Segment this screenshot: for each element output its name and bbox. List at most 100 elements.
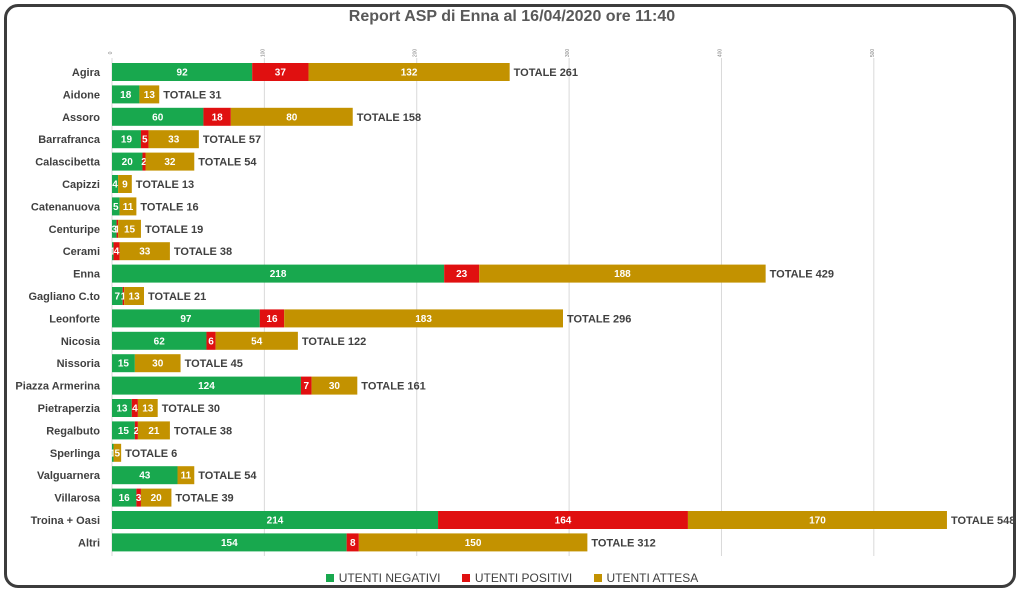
data-label-gagliano-c-to-utenti-positivi: 1 — [121, 292, 127, 303]
bar-segment-assoro-utenti-attesa — [230, 107, 353, 126]
total-label-capizzi: TOTALE 13 — [136, 179, 194, 191]
data-label-sperlinga-utenti-negativi: 1 — [110, 448, 116, 459]
data-label-piazza-armerina-utenti-negativi: 124 — [198, 381, 215, 392]
data-label-troina-oasi-utenti-negativi: 214 — [267, 516, 284, 527]
data-label-agira-utenti-negativi: 92 — [177, 68, 189, 79]
data-label-troina-oasi-utenti-positivi: 164 — [555, 516, 572, 527]
category-label-leonforte: Leonforte — [49, 313, 100, 325]
data-label-aidone-utenti-attesa: 13 — [144, 90, 156, 101]
total-label-nissoria: TOTALE 45 — [185, 358, 243, 370]
total-label-barrafranca: TOTALE 57 — [203, 134, 261, 146]
data-label-piazza-armerina-utenti-positivi: 7 — [303, 381, 309, 392]
bar-segment-catenanuova-utenti-negativi — [112, 197, 120, 216]
legend-swatch-negativi — [325, 574, 334, 582]
data-label-leonforte-utenti-attesa: 183 — [415, 314, 432, 325]
data-label-assoro-utenti-attesa: 80 — [286, 112, 298, 123]
data-label-centuripe-utenti-positivi: 1 — [115, 224, 121, 235]
category-label-capizzi: Capizzi — [62, 179, 100, 191]
bar-segment-leonforte-utenti-negativi — [112, 309, 260, 328]
data-label-valguarnera-utenti-attesa: 11 — [181, 471, 192, 482]
data-label-valguarnera-utenti-negativi: 43 — [139, 471, 151, 482]
data-label-nicosia-utenti-negativi: 62 — [154, 336, 166, 347]
category-label-centuripe: Centuripe — [49, 224, 100, 236]
category-label-enna: Enna — [73, 269, 101, 281]
bar-segment-enna-utenti-negativi — [112, 264, 445, 283]
bar-segment-nissoria-utenti-negativi — [112, 354, 135, 373]
bar-segment-barrafranca-utenti-attesa — [148, 130, 199, 149]
total-label-calascibetta: TOTALE 54 — [198, 157, 257, 169]
bar-segment-altri-utenti-positivi — [346, 533, 359, 552]
bar-segment-regalbuto-utenti-positivi — [134, 421, 138, 440]
data-label-nicosia-utenti-attesa: 54 — [251, 336, 263, 347]
bar-segment-aidone-utenti-negativi — [112, 85, 140, 104]
x-tick-label-100: 100 — [260, 49, 266, 58]
bar-segment-centuripe-utenti-negativi — [112, 219, 117, 238]
category-label-valguarnera: Valguarnera — [37, 470, 101, 482]
data-label-capizzi-utenti-negativi: 4 — [112, 180, 118, 191]
total-label-regalbuto: TOTALE 38 — [174, 425, 232, 437]
category-label-regalbuto: Regalbuto — [46, 425, 100, 437]
bar-segment-valguarnera-utenti-attesa — [177, 466, 195, 485]
total-label-altri: TOTALE 312 — [591, 537, 655, 549]
data-label-enna-utenti-attesa: 188 — [614, 269, 631, 280]
data-label-sperlinga-utenti-attesa: 5 — [115, 448, 121, 459]
total-label-cerami: TOTALE 38 — [174, 246, 232, 258]
bar-segment-villarosa-utenti-negativi — [112, 488, 137, 507]
bar-segment-catenanuova-utenti-attesa — [119, 197, 137, 216]
bar-segment-aidone-utenti-attesa — [139, 85, 160, 104]
total-label-troina-oasi: TOTALE 548 — [951, 515, 1015, 527]
bar-segment-pietraperzia-utenti-positivi — [131, 399, 138, 417]
category-label-barrafranca: Barrafranca — [38, 134, 101, 146]
legend-item-attesa: UTENTI ATTESA — [593, 571, 698, 585]
total-label-catenanuova: TOTALE 16 — [140, 201, 198, 213]
bar-segment-regalbuto-utenti-negativi — [112, 421, 135, 440]
data-label-aidone-utenti-negativi: 18 — [120, 90, 132, 101]
category-label-aidone: Aidone — [63, 89, 100, 101]
bar-segment-nissoria-utenti-attesa — [134, 354, 181, 373]
data-label-capizzi-utenti-attesa: 9 — [122, 180, 128, 191]
total-label-nicosia: TOTALE 122 — [302, 336, 366, 348]
data-label-assoro-utenti-positivi: 18 — [212, 112, 224, 123]
category-label-villarosa: Villarosa — [54, 493, 101, 505]
data-label-pietraperzia-utenti-positivi: 4 — [132, 404, 138, 415]
bar-segment-enna-utenti-attesa — [479, 264, 766, 283]
bar-segment-agira-utenti-positivi — [252, 63, 309, 81]
data-label-regalbuto-utenti-negativi: 15 — [118, 426, 130, 437]
data-label-agira-utenti-attesa: 132 — [401, 68, 418, 79]
bar-segment-capizzi-utenti-attesa — [118, 175, 132, 193]
legend-swatch-positivi — [461, 574, 470, 582]
data-label-villarosa-utenti-positivi: 3 — [136, 493, 142, 504]
data-label-gagliano-c-to-utenti-attesa: 13 — [129, 292, 141, 303]
data-label-altri-utenti-attesa: 150 — [465, 538, 482, 549]
legend-label-positivi: UTENTI POSITIVI — [474, 571, 573, 585]
total-label-enna: TOTALE 429 — [770, 269, 834, 281]
category-label-altri: Altri — [78, 537, 100, 549]
bar-segment-pietraperzia-utenti-negativi — [112, 399, 132, 417]
data-label-villarosa-utenti-attesa: 20 — [151, 493, 163, 504]
category-label-sperlinga: Sperlinga — [50, 448, 101, 460]
bar-segment-enna-utenti-positivi — [444, 264, 480, 283]
bar-segment-agira-utenti-negativi — [112, 63, 253, 81]
data-label-cerami-utenti-positivi: 4 — [114, 247, 120, 258]
data-label-barrafranca-utenti-negativi: 19 — [121, 135, 133, 146]
data-label-centuripe-utenti-negativi: 3 — [112, 224, 118, 235]
data-label-catenanuova-utenti-attesa: 11 — [123, 202, 134, 213]
total-label-aidone: TOTALE 31 — [163, 89, 221, 101]
bar-segment-nicosia-utenti-positivi — [206, 331, 216, 350]
bar-segment-nicosia-utenti-negativi — [112, 331, 207, 350]
bar-segment-troina-oasi-utenti-attesa — [687, 511, 947, 529]
total-label-pietraperzia: TOTALE 30 — [162, 403, 220, 415]
bar-segment-calascibetta-utenti-attesa — [145, 152, 195, 171]
total-label-gagliano-c-to: TOTALE 21 — [148, 291, 206, 303]
data-label-calascibetta-utenti-negativi: 20 — [122, 157, 134, 168]
bar-segment-cerami-utenti-attesa — [119, 242, 170, 261]
bar-segment-troina-oasi-utenti-negativi — [112, 511, 439, 529]
data-label-assoro-utenti-negativi: 60 — [152, 112, 164, 123]
total-label-villarosa: TOTALE 39 — [175, 493, 233, 505]
category-label-nicosia: Nicosia — [61, 336, 101, 348]
chart-title: Report ASP di Enna al 16/04/2020 ore 11:… — [348, 8, 676, 25]
bar-segment-piazza-armerina-utenti-positivi — [300, 376, 312, 395]
legend-swatch-attesa — [593, 574, 602, 582]
data-label-pietraperzia-utenti-attesa: 13 — [142, 404, 154, 415]
